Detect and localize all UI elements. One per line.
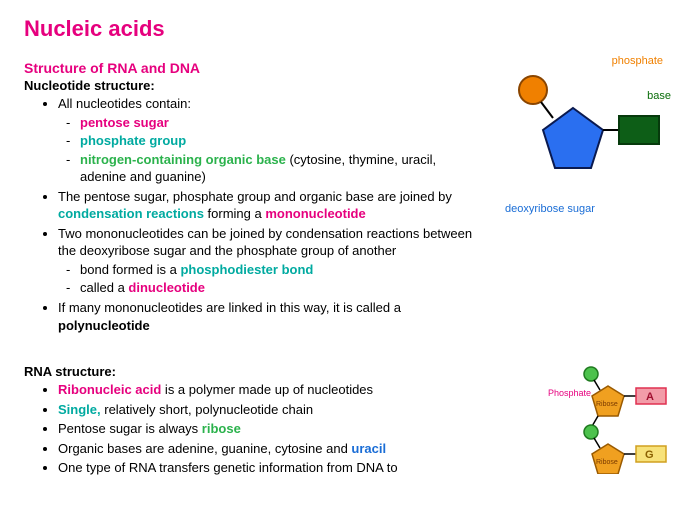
list-item: All nucleotides contain: pentose sugar p… <box>58 95 485 186</box>
nucleotide-heading: Nucleotide structure: <box>24 78 485 93</box>
rna-heading: RNA structure: <box>24 364 540 379</box>
svg-text:Ribose: Ribose <box>596 459 618 466</box>
base-a-label: A <box>646 391 654 403</box>
list-item: The pentose sugar, phosphate group and o… <box>58 188 485 223</box>
base-label: base <box>647 90 671 102</box>
phosphate-label: phosphate <box>612 55 663 67</box>
list-item: called a dinucleotide <box>80 279 485 297</box>
page-title: Nucleic acids <box>24 16 676 42</box>
rna-phosphate-label: Phosphate <box>548 388 591 398</box>
phosphate-icon <box>519 76 547 104</box>
list-item: One type of RNA transfers genetic inform… <box>58 459 540 477</box>
list-item: If many mononucleotides are linked in th… <box>58 299 485 334</box>
list-item: nitrogen-containing organic base (cytosi… <box>80 151 485 186</box>
list-item: Ribonucleic acid is a polymer made up of… <box>58 381 540 399</box>
svg-text:Ribose: Ribose <box>596 401 618 408</box>
base-g-label: G <box>645 449 654 461</box>
rna-diagram: Phosphate Ribose A Ribose <box>546 364 671 474</box>
list-item: pentose sugar <box>80 114 485 132</box>
list-item: Single, relatively short, polynucleotide… <box>58 401 540 419</box>
list-item: Organic bases are adenine, guanine, cyto… <box>58 440 540 458</box>
base-icon <box>619 116 659 144</box>
nucleotide-diagram: phosphate base deoxyribose sugar <box>491 60 671 215</box>
section1-heading: Structure of RNA and DNA <box>24 60 485 76</box>
list-item: bond formed is a phosphodiester bond <box>80 261 485 279</box>
list-item: Pentose sugar is always ribose <box>58 420 540 438</box>
list-item: Two mononucleotides can be joined by con… <box>58 225 485 297</box>
nucleotide-list: All nucleotides contain: pentose sugar p… <box>24 95 485 334</box>
sugar-label: deoxyribose sugar <box>505 203 595 215</box>
list-item: phosphate group <box>80 132 485 150</box>
rna-list: Ribonucleic acid is a polymer made up of… <box>24 381 540 477</box>
